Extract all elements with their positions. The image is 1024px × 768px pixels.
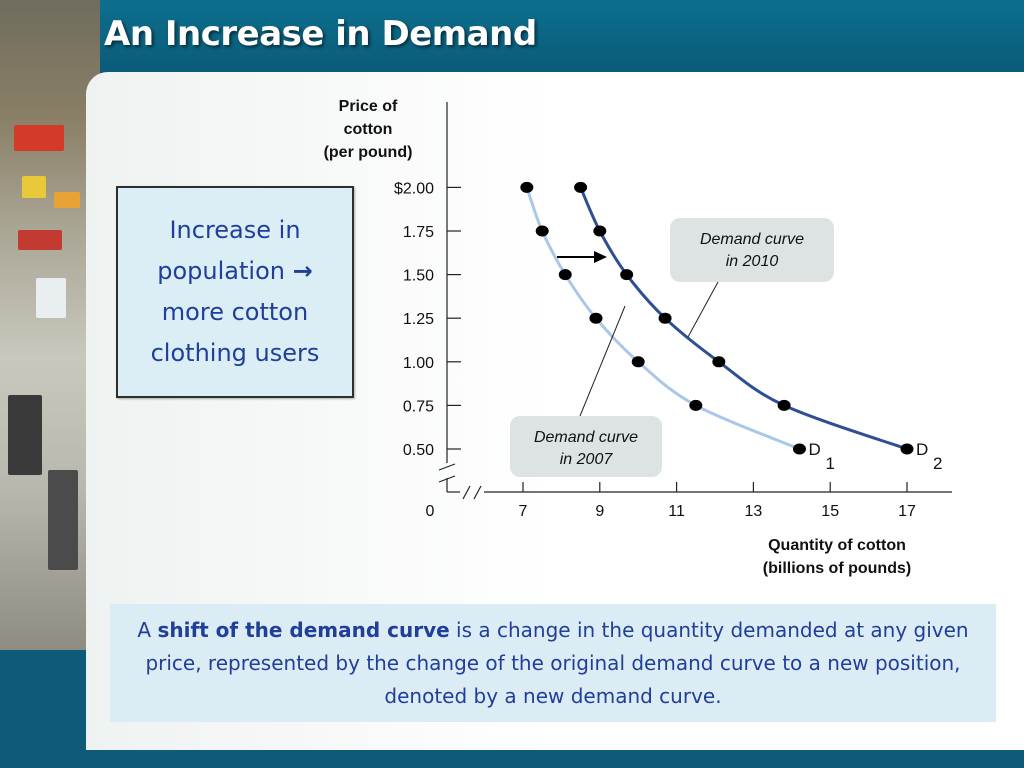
y-axis-title-line: Price of [339,98,398,115]
x-tick-label: 9 [595,503,604,520]
origin-label: 0 [426,503,435,520]
curve-label-sub-d1: 1 [825,454,834,473]
curve-label-sub-d2: 2 [933,454,942,473]
annotation-text: in 2007 [560,451,614,468]
population-callout: Increase in population → more cotton clo… [116,186,354,398]
callout-line-2: population → [118,251,352,292]
data-point [658,312,672,324]
right-arrow-icon: → [292,257,313,285]
data-point [558,269,572,281]
caption-prefix: A [137,618,158,642]
y-tick-label: 1.00 [403,355,434,372]
curve-label-d2: D [916,440,928,459]
data-point [589,312,603,324]
y-axis-break-mark [438,475,456,483]
callout-line-1: Increase in [169,216,301,244]
x-tick-label: 15 [821,503,839,520]
y-axis-title: Price of cotton (per pound) [324,98,413,161]
shift-arrow-head [594,251,607,263]
definition-caption: A shift of the demand curve is a change … [110,604,996,722]
y-tick-label: 0.75 [403,398,434,415]
data-point [712,356,726,368]
curve-annotations: Demand curve in 2007 Demand curve in 2010 [510,218,834,477]
callout-population: population [157,257,285,285]
series-d1: D1 [520,181,835,473]
data-point [520,181,534,193]
annotation-text: Demand curve [700,231,804,248]
annotation-d2: Demand curve in 2010 [670,218,834,338]
y-axis-break-mark [438,463,456,471]
data-point [535,225,549,237]
annotation-box [670,218,834,282]
data-point [792,443,806,455]
callout-line-4: clothing users [150,339,320,367]
street-photo [0,0,100,650]
series-d2: D2 [574,181,942,473]
y-tick-label: 1.50 [403,268,434,285]
data-point [900,443,914,455]
x-tick-label: 7 [519,503,528,520]
caption-text: is a change in the quantity demanded at … [145,618,969,708]
data-point [689,399,703,411]
axes: $2.00 1.75 1.50 1.25 1.00 0.75 0.50 7 9 11 13 15 17 0… [394,102,952,577]
x-tick-label: 17 [898,503,916,520]
x-tick-label: 11 [668,503,685,520]
annotation-leader [579,305,626,417]
x-axis-break-mark [473,485,482,500]
y-tick-label: 1.75 [403,224,434,241]
x-axis-break-mark [462,485,471,500]
y-axis-title-line: cotton [344,121,393,138]
data-point [631,356,645,368]
annotation-d1: Demand curve in 2007 [510,305,662,477]
data-point [620,269,634,281]
data-point [574,181,588,193]
y-axis-title-line: (per pound) [324,144,413,161]
x-axis-title-line: (billions of pounds) [763,560,911,577]
annotation-text: Demand curve [534,429,638,446]
callout-line-3: more cotton [161,298,309,326]
x-tick-label: 13 [745,503,763,520]
data-point [777,399,791,411]
y-tick-label: 1.25 [403,311,434,328]
y-tick-label: $2.00 [394,180,434,197]
y-tick-label: 0.50 [403,442,434,459]
x-axis-title-line: Quantity of cotton [768,537,906,554]
annotation-leader [687,281,719,338]
title-bar [0,0,1024,74]
slide-title: An Increase in Demand [104,14,537,54]
data-point [593,225,607,237]
annotation-box [510,416,662,477]
annotation-text: in 2010 [726,253,779,270]
footer-band [0,750,1024,768]
shift-arrow [557,251,607,263]
caption-bold-term: shift of the demand curve [157,618,450,642]
curve-label-d1: D [808,440,820,459]
